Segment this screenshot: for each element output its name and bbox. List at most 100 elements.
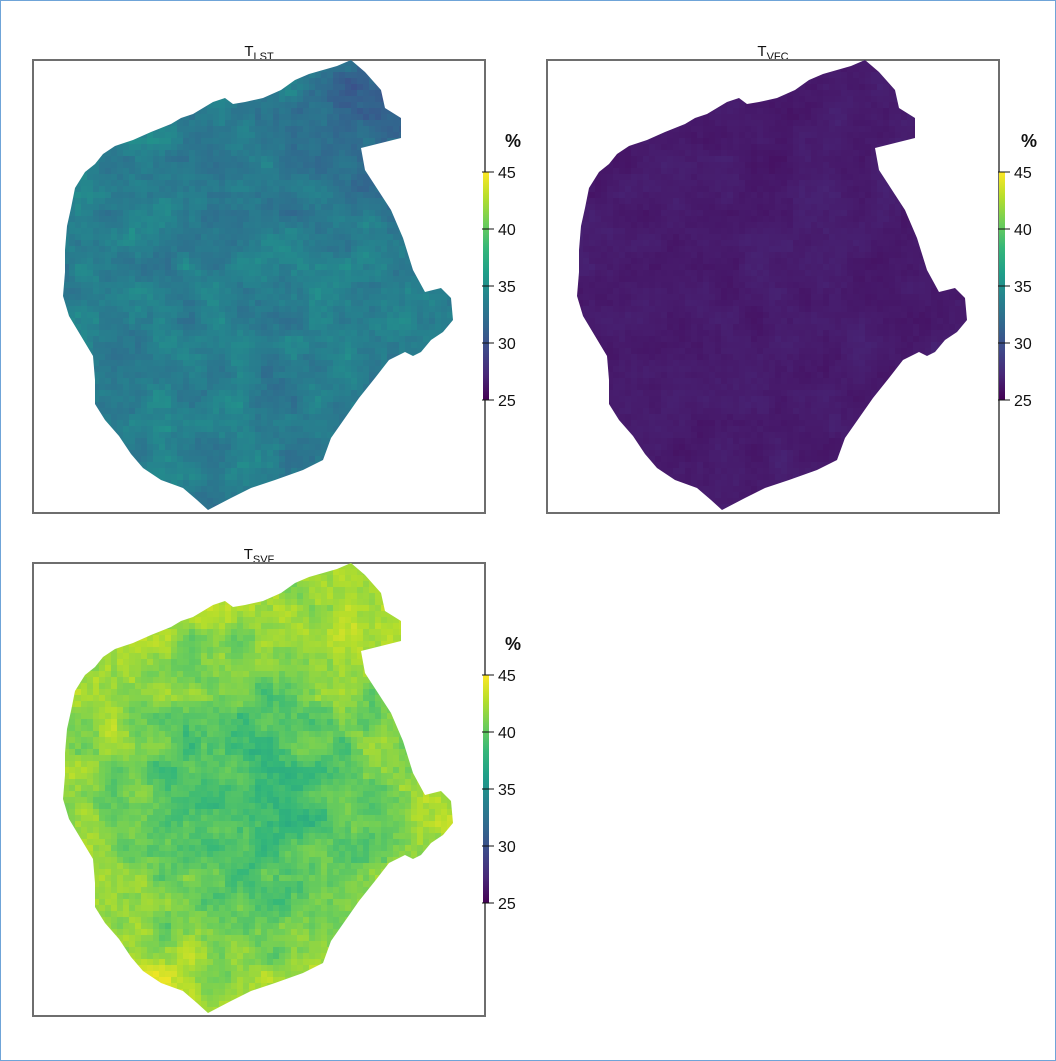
raster-cell <box>159 456 165 462</box>
raster-cell <box>309 390 315 396</box>
raster-cell <box>291 126 297 132</box>
raster-cell <box>309 102 315 108</box>
raster-cell <box>171 264 177 270</box>
raster-cell <box>333 198 339 204</box>
raster-cell <box>219 132 225 138</box>
raster-cell <box>171 246 177 252</box>
raster-cell <box>81 288 87 294</box>
raster-cell <box>363 84 369 90</box>
raster-cell <box>249 204 255 210</box>
raster-cell <box>375 270 381 276</box>
raster-cell <box>273 108 279 114</box>
raster-cell <box>153 216 159 222</box>
raster-cell <box>147 426 153 432</box>
raster-cell <box>159 222 165 228</box>
raster-cell <box>237 240 243 246</box>
raster-cell <box>435 324 441 330</box>
raster-cell <box>153 204 159 210</box>
raster-cell <box>345 138 351 144</box>
raster-cell <box>249 174 255 180</box>
raster-cell <box>405 252 411 258</box>
raster-cell <box>267 162 273 168</box>
raster-cell <box>297 318 303 324</box>
raster-cell <box>111 324 117 330</box>
raster-cell <box>261 102 267 108</box>
raster-cell <box>189 192 195 198</box>
raster-cell <box>291 282 297 288</box>
raster-cell <box>411 330 417 336</box>
raster-cell <box>153 300 159 306</box>
raster-cell <box>189 240 195 246</box>
raster-cell <box>285 390 291 396</box>
raster-cell <box>129 252 135 258</box>
raster-cell <box>363 348 369 354</box>
raster-cell <box>171 390 177 396</box>
raster-cell <box>111 378 117 384</box>
raster-cell <box>339 312 345 318</box>
raster-cell <box>279 210 285 216</box>
raster-cell <box>189 288 195 294</box>
raster-cell <box>357 162 363 168</box>
raster-cell <box>279 282 285 288</box>
raster-cell <box>369 78 375 84</box>
raster-cell <box>297 390 303 396</box>
raster-cell <box>303 432 309 438</box>
raster-cell <box>303 444 309 450</box>
raster-cell <box>351 384 357 390</box>
raster-cell <box>87 300 93 306</box>
raster-cell <box>153 438 159 444</box>
raster-cell <box>267 288 273 294</box>
raster-cell <box>261 450 267 456</box>
raster-cell <box>195 228 201 234</box>
raster-cell <box>273 414 279 420</box>
raster-cell <box>117 384 123 390</box>
raster-cell <box>111 348 117 354</box>
raster-cell <box>153 294 159 300</box>
raster-cell <box>153 414 159 420</box>
raster-cell <box>249 318 255 324</box>
raster-cell <box>165 198 171 204</box>
raster-cell <box>111 336 117 342</box>
raster-cell <box>267 150 273 156</box>
raster-cell <box>291 198 297 204</box>
raster-cell <box>147 204 153 210</box>
raster-cell <box>219 432 225 438</box>
raster-cell <box>177 444 183 450</box>
raster-cell <box>303 102 309 108</box>
raster-cell <box>153 324 159 330</box>
raster-cell <box>99 360 105 366</box>
raster-cell <box>231 366 237 372</box>
raster-cell <box>117 210 123 216</box>
raster-cell <box>345 174 351 180</box>
raster-cell <box>381 360 387 366</box>
raster-cell <box>393 330 399 336</box>
raster-cell <box>345 366 351 372</box>
raster-cell <box>177 234 183 240</box>
raster-cell <box>357 354 363 360</box>
raster-cell <box>285 168 291 174</box>
raster-cell <box>111 306 117 312</box>
raster-cell <box>297 84 303 90</box>
raster-cell <box>165 204 171 210</box>
raster-cell <box>177 354 183 360</box>
raster-cell <box>339 66 345 72</box>
raster-cell <box>387 264 393 270</box>
raster-cell <box>369 372 375 378</box>
raster-cell <box>219 276 225 282</box>
raster-cell <box>237 174 243 180</box>
raster-cell <box>183 258 189 264</box>
raster-cell <box>357 384 363 390</box>
raster-cell <box>207 216 213 222</box>
raster-cell <box>207 108 213 114</box>
raster-cell <box>261 246 267 252</box>
raster-cell <box>321 366 327 372</box>
raster-cell <box>87 240 93 246</box>
raster-cell <box>207 186 213 192</box>
raster-cell <box>285 228 291 234</box>
raster-cell <box>273 216 279 222</box>
raster-cell <box>369 360 375 366</box>
raster-cell <box>189 246 195 252</box>
raster-cell <box>225 378 231 384</box>
raster-cell <box>357 90 363 96</box>
